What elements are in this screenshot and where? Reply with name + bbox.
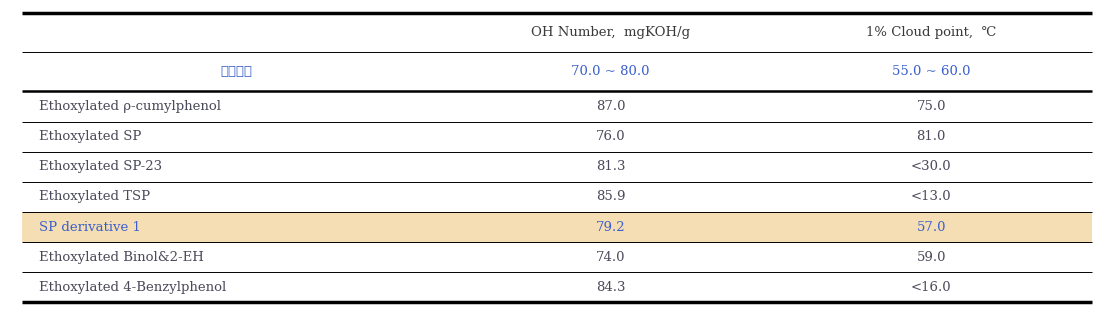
Text: Ethoxylated TSP: Ethoxylated TSP: [39, 190, 150, 203]
Text: 55.0 ~ 60.0: 55.0 ~ 60.0: [892, 65, 970, 78]
Text: <13.0: <13.0: [911, 190, 951, 203]
Text: 81.3: 81.3: [596, 160, 625, 173]
Text: 1% Cloud point,  ℃: 1% Cloud point, ℃: [866, 26, 997, 39]
Text: Ethoxylated ρ-cumylphenol: Ethoxylated ρ-cumylphenol: [39, 100, 221, 113]
Text: 87.0: 87.0: [596, 100, 625, 113]
Text: 84.3: 84.3: [596, 281, 625, 294]
Text: 75.0: 75.0: [917, 100, 946, 113]
Text: 70.0 ~ 80.0: 70.0 ~ 80.0: [571, 65, 649, 78]
Text: Ethoxylated SP-23: Ethoxylated SP-23: [39, 160, 163, 173]
Text: Ethoxylated 4-Benzylphenol: Ethoxylated 4-Benzylphenol: [39, 281, 226, 294]
Text: 85.9: 85.9: [596, 190, 625, 203]
Text: <30.0: <30.0: [911, 160, 951, 173]
Bar: [22, 212, 1092, 242]
Text: 76.0: 76.0: [596, 130, 625, 143]
Text: 57.0: 57.0: [917, 220, 946, 233]
Text: SP derivative 1: SP derivative 1: [39, 220, 140, 233]
Text: Ethoxylated SP: Ethoxylated SP: [39, 130, 141, 143]
Text: 성과지표: 성과지표: [221, 65, 252, 78]
Text: Ethoxylated Binol&2-EH: Ethoxylated Binol&2-EH: [39, 251, 204, 264]
Text: 59.0: 59.0: [917, 251, 946, 264]
Text: 74.0: 74.0: [596, 251, 625, 264]
Text: <16.0: <16.0: [911, 281, 951, 294]
Text: OH Number,  mgKOH/g: OH Number, mgKOH/g: [531, 26, 690, 39]
Text: 81.0: 81.0: [917, 130, 946, 143]
Text: 79.2: 79.2: [596, 220, 625, 233]
